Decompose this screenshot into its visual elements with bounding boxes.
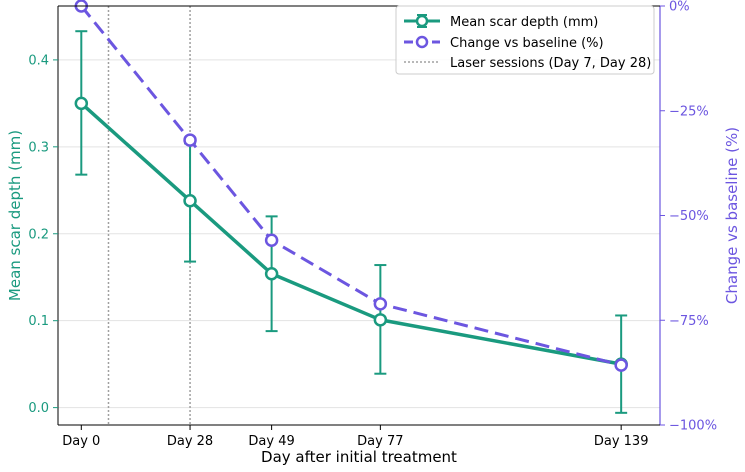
point-change-baseline xyxy=(183,133,197,147)
x-tick-label: Day 49 xyxy=(248,434,294,449)
x-tick-label: Day 0 xyxy=(62,434,100,449)
point-scar-depth xyxy=(373,313,388,327)
point-change-baseline xyxy=(614,358,628,372)
x-tick-label: Day 139 xyxy=(594,434,649,449)
legend-label-scar-depth: Mean scar depth (mm) xyxy=(450,15,598,30)
legend-box xyxy=(395,5,655,75)
y-right-tick-label: 0% xyxy=(669,0,690,15)
y-right-tick-label: −50% xyxy=(669,209,709,224)
axes-layer: Day 0 Day 28 Day 49 Day 77 Day 139 0.0 0.1 0.2 0… xyxy=(6,0,741,466)
y-left-tick-label: 0.2 xyxy=(28,227,49,242)
point-scar-depth xyxy=(183,193,197,208)
y-right-tick-label: −75% xyxy=(669,314,709,329)
legend: Mean scar depth (mm) Change vs baseline … xyxy=(395,5,655,75)
y-left-tick-label: 0.0 xyxy=(28,401,49,416)
y-right-tick-label: −100% xyxy=(669,419,717,434)
laser-session-lines xyxy=(107,6,191,425)
y-left-tick-label: 0.1 xyxy=(28,314,49,329)
point-change-baseline xyxy=(373,297,388,311)
y-right-axis-title: Change vs baseline (%) xyxy=(723,127,741,304)
point-change-baseline xyxy=(264,233,279,247)
series-layer xyxy=(74,0,628,414)
x-tick-label: Day 28 xyxy=(167,434,213,449)
x-axis-title: Day after initial treatment xyxy=(261,448,457,466)
legend-label-change-baseline: Change vs baseline (%) xyxy=(450,36,604,51)
legend-item-change-baseline: Change vs baseline (%) xyxy=(404,35,604,51)
y-left-tick-label: 0.3 xyxy=(28,140,49,155)
legend-item-scar-depth: Mean scar depth (mm) xyxy=(404,14,598,30)
y-left-tick-label: 0.4 xyxy=(28,53,49,68)
x-tick-label: Day 77 xyxy=(357,434,403,449)
legend-label-laser-sessions: Laser sessions (Day 7, Day 28) xyxy=(450,56,651,71)
y-left-axis-title: Mean scar depth (mm) xyxy=(6,130,24,301)
grid-layer xyxy=(58,59,660,409)
y-right-tick-label: −25% xyxy=(669,104,709,119)
point-scar-depth xyxy=(264,266,279,281)
point-scar-depth xyxy=(74,96,89,111)
legend-item-laser-sessions: Laser sessions (Day 7, Day 28) xyxy=(404,56,651,71)
